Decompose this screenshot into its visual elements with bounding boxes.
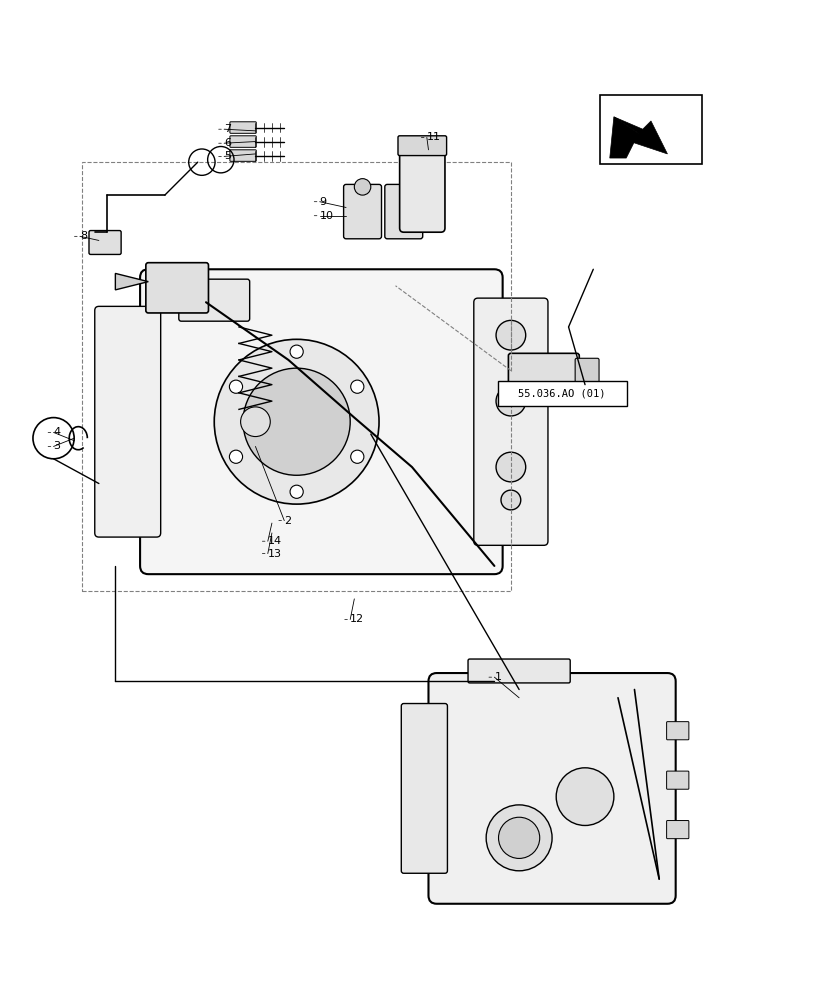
FancyBboxPatch shape bbox=[468, 659, 570, 683]
Polygon shape bbox=[610, 117, 639, 158]
Text: 4: 4 bbox=[54, 427, 61, 437]
Circle shape bbox=[496, 386, 526, 416]
FancyBboxPatch shape bbox=[600, 95, 702, 164]
FancyBboxPatch shape bbox=[230, 122, 256, 133]
Text: 6: 6 bbox=[224, 138, 231, 148]
FancyBboxPatch shape bbox=[89, 231, 121, 254]
Text: 9: 9 bbox=[320, 197, 327, 207]
Circle shape bbox=[486, 805, 552, 871]
Polygon shape bbox=[115, 273, 148, 290]
FancyBboxPatch shape bbox=[667, 771, 689, 789]
FancyBboxPatch shape bbox=[474, 298, 548, 545]
Polygon shape bbox=[614, 117, 667, 154]
FancyBboxPatch shape bbox=[179, 279, 250, 321]
FancyBboxPatch shape bbox=[498, 381, 627, 406]
Circle shape bbox=[229, 380, 242, 393]
Circle shape bbox=[243, 368, 350, 475]
FancyBboxPatch shape bbox=[508, 353, 579, 387]
Text: 55.036.AO (01): 55.036.AO (01) bbox=[518, 389, 606, 399]
Circle shape bbox=[499, 817, 540, 858]
FancyBboxPatch shape bbox=[140, 269, 503, 574]
FancyBboxPatch shape bbox=[667, 821, 689, 839]
Circle shape bbox=[501, 490, 521, 510]
FancyBboxPatch shape bbox=[230, 136, 256, 147]
Text: 13: 13 bbox=[268, 549, 282, 559]
FancyBboxPatch shape bbox=[575, 358, 599, 382]
FancyBboxPatch shape bbox=[401, 704, 447, 873]
FancyBboxPatch shape bbox=[146, 263, 208, 313]
FancyBboxPatch shape bbox=[230, 150, 256, 161]
Circle shape bbox=[214, 339, 379, 504]
Circle shape bbox=[351, 450, 364, 463]
FancyBboxPatch shape bbox=[344, 184, 382, 239]
Circle shape bbox=[496, 320, 526, 350]
FancyBboxPatch shape bbox=[667, 722, 689, 740]
Text: 8: 8 bbox=[80, 231, 87, 241]
Text: 5: 5 bbox=[224, 151, 231, 161]
Circle shape bbox=[556, 768, 614, 825]
FancyBboxPatch shape bbox=[385, 184, 423, 239]
Text: 11: 11 bbox=[427, 132, 441, 142]
FancyBboxPatch shape bbox=[95, 306, 161, 537]
Circle shape bbox=[354, 179, 371, 195]
Text: 3: 3 bbox=[54, 441, 60, 451]
Circle shape bbox=[229, 450, 242, 463]
Bar bbox=[82, 162, 511, 591]
FancyBboxPatch shape bbox=[400, 142, 445, 232]
Circle shape bbox=[496, 452, 526, 482]
Circle shape bbox=[290, 345, 303, 358]
Text: 1: 1 bbox=[494, 672, 501, 682]
FancyBboxPatch shape bbox=[398, 136, 447, 156]
Text: 14: 14 bbox=[268, 536, 282, 546]
Circle shape bbox=[241, 407, 270, 437]
Circle shape bbox=[351, 380, 364, 393]
Circle shape bbox=[290, 485, 303, 498]
Text: 7: 7 bbox=[224, 124, 232, 134]
FancyBboxPatch shape bbox=[428, 673, 676, 904]
Text: 10: 10 bbox=[320, 211, 334, 221]
Text: 2: 2 bbox=[284, 516, 292, 526]
Text: 12: 12 bbox=[350, 614, 364, 624]
